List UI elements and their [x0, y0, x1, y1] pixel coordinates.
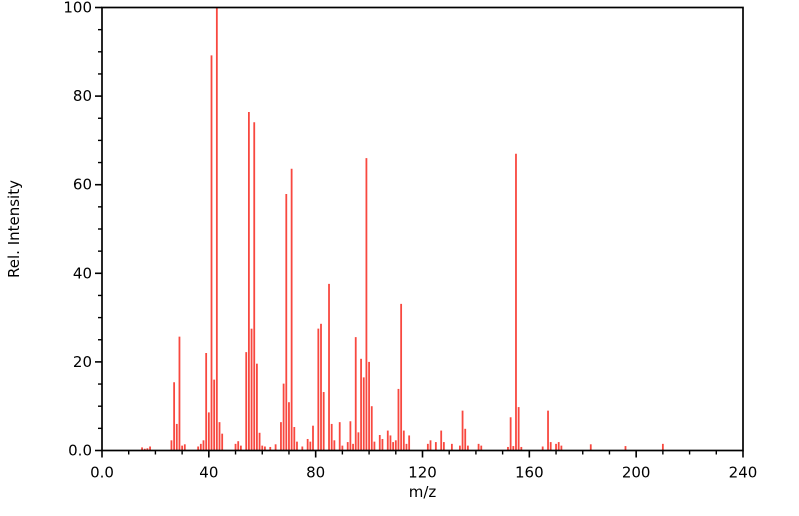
- x-axis-label: m/z: [409, 483, 437, 501]
- plot-frame: [101, 6, 744, 452]
- x-tick-label: 160: [515, 464, 544, 482]
- y-axis-label: Rel. Intensity: [5, 180, 23, 278]
- y-tick-label: 40: [73, 264, 92, 282]
- x-tick-label: 0.0: [90, 464, 114, 482]
- x-tick-label: 120: [408, 464, 437, 482]
- y-tick-label: 20: [73, 353, 92, 371]
- x-tick-label: 240: [729, 464, 758, 482]
- x-tick-label: 80: [306, 464, 325, 482]
- x-tick-label: 40: [199, 464, 218, 482]
- x-tick-label: 200: [622, 464, 651, 482]
- y-tick-label: 100: [63, 0, 92, 17]
- y-tick-label: 60: [73, 176, 92, 194]
- y-tick-label: 80: [73, 87, 92, 105]
- y-tick-label: 0.0: [68, 442, 92, 460]
